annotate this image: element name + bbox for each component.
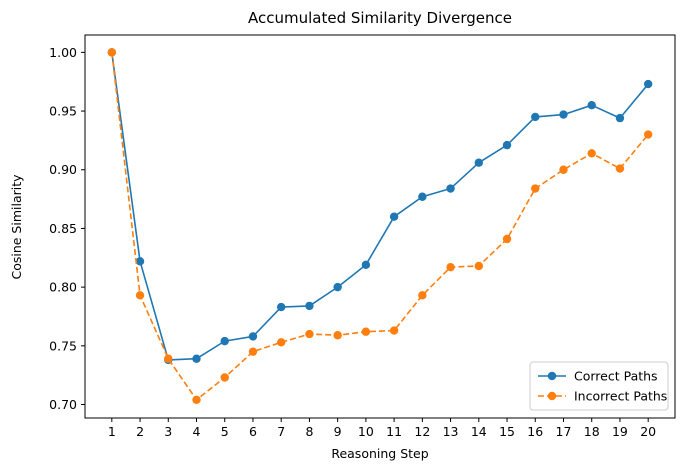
data-point: [361, 260, 371, 270]
legend-swatch-marker: [547, 391, 557, 401]
legend: Correct Paths Incorrect Paths: [529, 361, 669, 411]
x-tick-label: 17: [556, 424, 572, 439]
data-point: [164, 354, 173, 363]
legend-label: Correct Paths: [574, 369, 658, 384]
y-tick-label: 0.80: [49, 280, 77, 295]
series-correct-paths: [107, 48, 653, 365]
data-point: [502, 234, 512, 244]
legend-entry: Correct Paths: [538, 369, 658, 384]
y-tick-label: 0.70: [49, 397, 77, 412]
legend-entry: Incorrect Paths: [538, 389, 667, 404]
chart-title: Accumulated Similarity Divergence: [248, 9, 512, 27]
data-point: [587, 149, 596, 158]
x-tick-label: 14: [471, 424, 487, 439]
data-point: [220, 373, 229, 382]
legend-swatch-marker: [547, 371, 557, 381]
data-point: [333, 282, 342, 292]
data-point: [107, 48, 117, 57]
x-tick-label: 20: [640, 424, 656, 439]
data-point: [474, 261, 484, 271]
x-tick-label: 15: [499, 424, 515, 439]
data-point: [418, 291, 427, 300]
x-tick-label: 9: [334, 424, 342, 439]
data-point: [559, 110, 568, 119]
series-line: [111, 52, 649, 401]
y-tick-label: 1.00: [49, 45, 77, 60]
x-tick-label: 10: [358, 424, 374, 439]
legend-box: [529, 361, 669, 411]
legend-label: Incorrect Paths: [574, 389, 667, 404]
x-axis-ticks: 1 2 3 4 5 6 7 8 9 10 11 12 13 14 15 16 17 18 19 20: [108, 418, 656, 439]
data-point: [220, 336, 229, 346]
x-tick-label: 4: [193, 424, 201, 439]
data-point: [389, 326, 399, 335]
series-layer: [107, 48, 653, 405]
x-tick-label: 16: [527, 424, 543, 439]
data-point: [446, 184, 455, 193]
data-point: [192, 354, 201, 363]
x-tick-label: 3: [164, 424, 172, 439]
data-point: [502, 140, 512, 150]
x-tick-label: 7: [277, 424, 285, 439]
x-tick-label: 5: [221, 424, 229, 439]
x-tick-label: 11: [386, 424, 402, 439]
data-point: [361, 327, 371, 336]
plot-frame: [84, 34, 676, 419]
x-tick-label: 12: [414, 424, 430, 439]
data-point: [559, 165, 568, 174]
y-axis-ticks: 0.70 0.75 0.80 0.85 0.90 0.95 1.00: [49, 45, 85, 412]
y-tick-label: 0.90: [49, 162, 77, 177]
data-point: [305, 329, 314, 339]
data-point: [305, 301, 314, 311]
data-point: [192, 395, 201, 405]
data-point: [643, 130, 653, 139]
x-axis-label: Reasoning Step: [331, 446, 428, 461]
data-point: [474, 158, 484, 167]
y-axis-label: Cosine Similarity: [9, 174, 24, 280]
data-point: [333, 331, 342, 340]
data-point: [418, 192, 427, 201]
data-point: [276, 302, 286, 312]
data-point: [389, 212, 399, 221]
data-point: [643, 79, 653, 89]
x-tick-label: 19: [612, 424, 628, 439]
data-point: [135, 291, 145, 300]
data-point: [248, 332, 258, 341]
data-point: [446, 262, 455, 272]
x-tick-label: 2: [136, 424, 144, 439]
x-tick-label: 8: [305, 424, 313, 439]
x-tick-label: 18: [584, 424, 600, 439]
x-tick-label: 6: [249, 424, 257, 439]
data-point: [531, 184, 540, 193]
x-tick-label: 13: [443, 424, 459, 439]
series-incorrect-paths: [107, 48, 653, 405]
series-line: [111, 52, 649, 361]
y-tick-label: 0.85: [49, 221, 77, 236]
y-tick-label: 0.75: [49, 338, 77, 353]
data-point: [615, 164, 625, 173]
data-point: [587, 100, 596, 110]
data-point: [531, 112, 540, 122]
data-point: [276, 338, 286, 347]
data-point: [615, 113, 625, 123]
data-point: [248, 347, 258, 356]
plot-area: [84, 34, 676, 419]
x-tick-label: 1: [108, 424, 116, 439]
data-point: [135, 257, 145, 266]
y-tick-label: 0.95: [49, 104, 77, 119]
